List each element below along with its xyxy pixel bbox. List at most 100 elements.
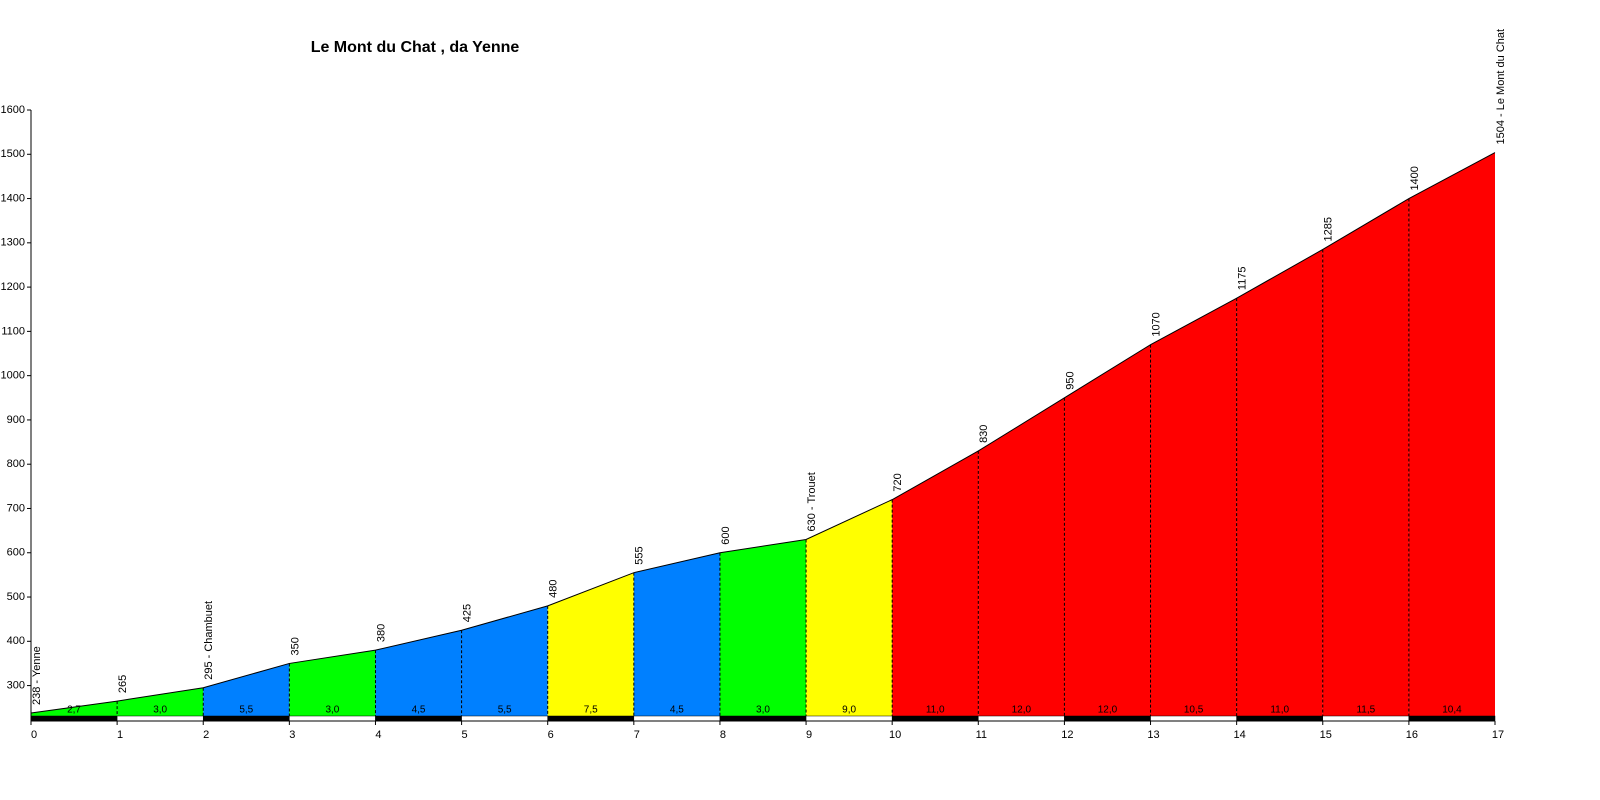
- distance-strip: [633, 715, 721, 722]
- y-tick-label: 1300: [1, 237, 25, 249]
- elevation-label: 480: [548, 580, 560, 598]
- gradient-segment: [806, 499, 893, 716]
- x-tick-label: 0: [31, 729, 37, 741]
- gradient-label: 4,5: [670, 705, 684, 716]
- gradient-label: 5,5: [498, 705, 512, 716]
- gradient-label: 12,0: [1012, 705, 1032, 716]
- gradient-label: 3,0: [325, 705, 339, 716]
- distance-strip: [202, 715, 290, 722]
- profile-line: [30, 152, 1496, 714]
- gradient-segment: [1064, 344, 1151, 716]
- gradient-segment: [117, 687, 204, 716]
- x-tick-label: 8: [720, 729, 726, 741]
- gradient-label: 11,0: [1270, 705, 1289, 716]
- elevation-label: 1400: [1409, 166, 1421, 190]
- distance-strip: [30, 715, 118, 722]
- distance-strip: [461, 715, 548, 722]
- elevation-label: 600: [720, 526, 732, 544]
- distance-strip: [547, 715, 635, 722]
- x-tick-label: 13: [1147, 729, 1159, 741]
- y-tick-label: 300: [7, 679, 25, 691]
- elevation-label: 238 - Yenne: [31, 646, 43, 705]
- gradient-label: 10,4: [1442, 705, 1462, 716]
- gradient-segment: [1150, 298, 1237, 716]
- elevation-label: 1285: [1323, 217, 1335, 241]
- gradient-label: 11,0: [926, 705, 945, 716]
- y-tick-label: 400: [7, 635, 25, 647]
- gradient-label: 3,0: [153, 705, 167, 716]
- distance-strip: [1150, 715, 1237, 722]
- gradient-label: 4,5: [412, 705, 426, 716]
- gradient-segment: [547, 572, 634, 716]
- y-tick-label: 700: [7, 502, 25, 514]
- gradient-segment: [1408, 152, 1495, 717]
- x-tick-label: 9: [806, 729, 812, 741]
- y-tick-label: 500: [7, 591, 25, 603]
- chart-title: Le Mont du Chat , da Yenne: [311, 39, 520, 56]
- gradient-label: 10,5: [1184, 705, 1204, 716]
- x-tick-label: 17: [1492, 729, 1504, 741]
- y-tick-label: 1200: [1, 281, 25, 293]
- elevation-label: 950: [1064, 371, 1076, 389]
- gradient-segment: [461, 605, 548, 716]
- gradient-label: 3,0: [756, 705, 770, 716]
- x-tick-label: 15: [1320, 729, 1332, 741]
- distance-strip: [1064, 715, 1151, 722]
- elevation-label: 380: [375, 624, 387, 642]
- x-tick-label: 14: [1234, 729, 1246, 741]
- x-tick-label: 11: [976, 729, 987, 741]
- x-tick-label: 12: [1061, 729, 1073, 741]
- distance-strip: [1322, 715, 1410, 722]
- distance-strip: [719, 715, 807, 722]
- distance-strip: [891, 715, 979, 722]
- distance-strip: [805, 715, 893, 722]
- x-tick-label: 3: [289, 729, 295, 741]
- elevation-label: 295 - Chambuet: [203, 601, 215, 680]
- gradient-segment: [633, 552, 720, 716]
- elevation-label: 630 - Trouet: [806, 472, 818, 531]
- gradient-segment: [1236, 249, 1323, 716]
- gradient-segment: [203, 663, 290, 716]
- x-tick-label: 6: [548, 729, 554, 741]
- y-tick-label: 800: [7, 458, 25, 470]
- distance-strip: [289, 715, 376, 722]
- elevation-label: 1175: [1237, 267, 1249, 291]
- distance-strip: [978, 715, 1065, 722]
- gradient-segment: [31, 701, 118, 716]
- gradient-segment: [375, 630, 462, 716]
- gradient-label: 12,0: [1098, 705, 1118, 716]
- distance-strip: [116, 715, 204, 722]
- distance-strip: [1236, 715, 1324, 722]
- elevation-label: 350: [289, 637, 301, 655]
- gradient-label: 7,5: [584, 705, 598, 716]
- y-tick-label: 900: [7, 414, 25, 426]
- elevation-label: 830: [978, 425, 990, 443]
- elevation-label: 1070: [1150, 312, 1162, 336]
- x-tick-label: 7: [634, 729, 640, 741]
- x-tick-label: 10: [889, 729, 901, 741]
- gradient-segment: [978, 397, 1065, 716]
- elevation-label: 555: [634, 546, 646, 564]
- gradient-label: 5,5: [239, 705, 253, 716]
- gradient-segment: [289, 650, 376, 716]
- y-tick-label: 1500: [1, 148, 25, 160]
- x-tick-label: 16: [1406, 729, 1418, 741]
- y-tick-label: 1400: [1, 192, 25, 204]
- elevation-label: 720: [892, 473, 904, 491]
- elevation-label: 425: [461, 604, 473, 622]
- elevation-label: 1504 - Le Mont du Chat: [1495, 29, 1507, 145]
- y-tick-label: 1600: [1, 104, 25, 116]
- gradient-label: 11,5: [1356, 705, 1375, 716]
- gradient-segment: [1322, 198, 1409, 716]
- x-tick-label: 1: [117, 729, 123, 741]
- y-tick-label: 600: [7, 547, 25, 559]
- y-tick-label: 1000: [1, 370, 25, 382]
- elevation-label: 265: [117, 675, 129, 693]
- gradient-label: 2,7: [67, 705, 81, 716]
- y-tick-label: 1100: [1, 325, 25, 337]
- distance-strip: [1408, 715, 1496, 722]
- gradient-label: 9,0: [842, 705, 856, 716]
- x-tick-label: 4: [375, 729, 381, 741]
- gradient-segment: [892, 450, 979, 716]
